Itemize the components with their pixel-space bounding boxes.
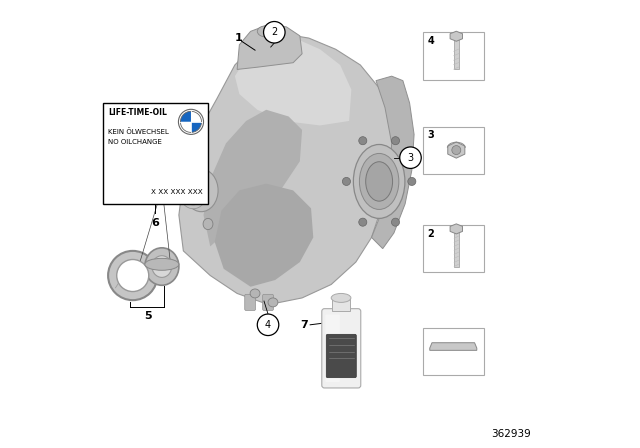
Text: 6: 6 <box>152 218 159 228</box>
Text: 5: 5 <box>144 311 151 321</box>
Ellipse shape <box>188 183 199 198</box>
Ellipse shape <box>353 145 405 219</box>
Polygon shape <box>179 34 394 305</box>
FancyBboxPatch shape <box>423 126 484 173</box>
Circle shape <box>400 147 421 168</box>
Circle shape <box>408 177 416 185</box>
Bar <box>332 298 350 311</box>
Polygon shape <box>235 38 351 125</box>
Text: 7: 7 <box>300 320 308 330</box>
Ellipse shape <box>268 298 278 307</box>
Circle shape <box>116 259 148 292</box>
Text: KEIN ÖLWECHSEL: KEIN ÖLWECHSEL <box>108 128 169 134</box>
Text: 4: 4 <box>428 36 435 46</box>
Circle shape <box>392 137 399 145</box>
FancyBboxPatch shape <box>102 103 208 204</box>
Circle shape <box>359 218 367 226</box>
Circle shape <box>108 251 157 300</box>
Text: 2: 2 <box>428 228 435 239</box>
Text: 362939: 362939 <box>491 429 531 439</box>
Polygon shape <box>448 142 465 158</box>
Wedge shape <box>191 122 202 133</box>
Text: LIFE-TIME-OIL: LIFE-TIME-OIL <box>108 108 167 117</box>
Ellipse shape <box>185 179 202 202</box>
Ellipse shape <box>145 258 179 270</box>
Ellipse shape <box>182 176 205 205</box>
Wedge shape <box>180 122 191 133</box>
Circle shape <box>359 137 367 145</box>
FancyBboxPatch shape <box>326 334 356 378</box>
Bar <box>161 185 195 195</box>
Ellipse shape <box>250 289 260 298</box>
Text: 4: 4 <box>265 320 271 330</box>
Text: X XX XXX XXX: X XX XXX XXX <box>151 189 203 195</box>
Polygon shape <box>204 110 302 246</box>
Circle shape <box>342 177 351 185</box>
Ellipse shape <box>179 172 208 209</box>
Text: 3: 3 <box>428 130 435 140</box>
FancyBboxPatch shape <box>244 294 255 310</box>
Circle shape <box>257 314 279 336</box>
Text: NO OILCHANGE: NO OILCHANGE <box>108 139 162 145</box>
FancyBboxPatch shape <box>325 314 340 382</box>
Circle shape <box>392 218 399 226</box>
Wedge shape <box>180 111 191 122</box>
Circle shape <box>179 109 204 134</box>
Polygon shape <box>450 31 463 41</box>
Bar <box>454 37 459 69</box>
Ellipse shape <box>152 256 172 277</box>
Polygon shape <box>450 224 463 234</box>
Polygon shape <box>237 25 302 69</box>
Ellipse shape <box>145 248 179 285</box>
Text: 1: 1 <box>235 33 243 43</box>
Ellipse shape <box>184 169 218 212</box>
Text: 2: 2 <box>271 27 277 37</box>
Wedge shape <box>191 111 202 122</box>
Circle shape <box>452 146 461 155</box>
Ellipse shape <box>257 26 275 37</box>
FancyBboxPatch shape <box>423 33 484 79</box>
Bar <box>454 230 458 267</box>
Ellipse shape <box>332 293 351 302</box>
Polygon shape <box>214 184 314 287</box>
FancyBboxPatch shape <box>423 225 484 272</box>
Ellipse shape <box>360 153 399 210</box>
Circle shape <box>264 22 285 43</box>
Ellipse shape <box>365 162 392 201</box>
Ellipse shape <box>203 218 213 229</box>
FancyBboxPatch shape <box>262 294 273 310</box>
Polygon shape <box>371 76 414 249</box>
FancyBboxPatch shape <box>423 328 484 375</box>
Text: 3: 3 <box>408 153 413 163</box>
FancyBboxPatch shape <box>322 309 361 388</box>
Polygon shape <box>430 343 477 350</box>
